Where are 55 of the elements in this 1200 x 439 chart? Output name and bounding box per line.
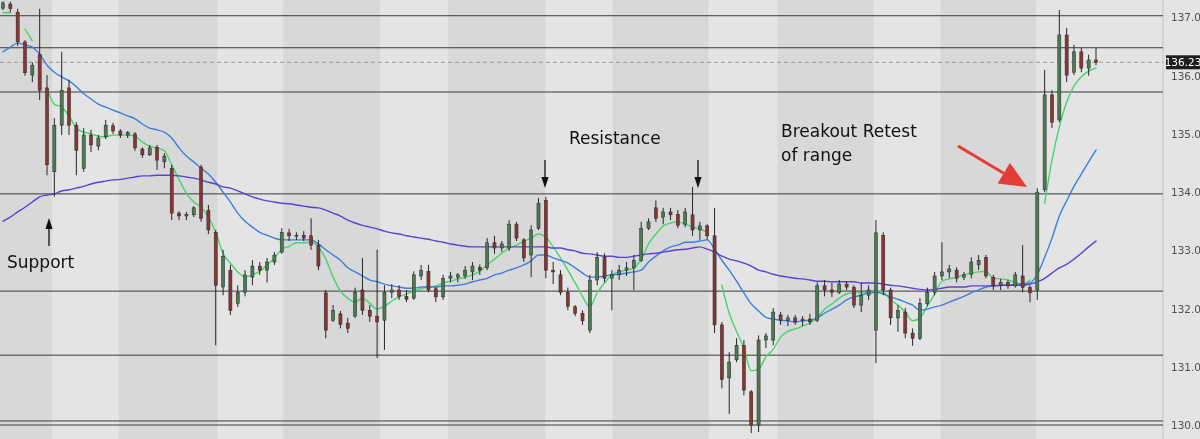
candlestick <box>514 221 519 242</box>
candlestick <box>896 304 900 333</box>
annotation: Breakout Retest of range <box>781 121 918 165</box>
y-tick-label: 134.0 <box>1170 186 1200 199</box>
candlestick <box>1086 54 1091 77</box>
candlestick <box>419 264 423 281</box>
annotation: Resistance <box>569 128 661 148</box>
candlestick <box>1094 47 1098 66</box>
candlestick <box>551 261 555 285</box>
candlestick <box>654 199 658 223</box>
candlestick <box>698 221 702 241</box>
line-series <box>2 174 1097 291</box>
candlestick <box>470 261 475 281</box>
candlestick <box>925 287 930 307</box>
annotation: Support <box>7 252 75 272</box>
candlestick <box>265 257 269 283</box>
candlestick <box>463 265 467 280</box>
candlestick <box>690 186 695 237</box>
candlestick <box>602 252 607 283</box>
candlestick <box>243 269 247 297</box>
candlestick <box>727 351 732 415</box>
candlestick <box>507 219 511 252</box>
candlestick <box>1072 44 1076 76</box>
y-tick-label: 133.0 <box>1170 244 1200 257</box>
candlestick <box>522 237 526 263</box>
y-tick-label: 132.0 <box>1170 302 1200 315</box>
candlestick <box>30 61 35 83</box>
y-tick-label: 135.0 <box>1170 127 1200 140</box>
candlestick <box>558 269 563 296</box>
candlestick <box>764 332 768 349</box>
candlestick <box>103 119 108 140</box>
candlestick <box>903 307 908 339</box>
line-series <box>2 42 1097 323</box>
candlestick <box>235 284 240 308</box>
candlestick <box>250 259 255 286</box>
candlestick <box>683 207 687 228</box>
candlestick <box>426 264 431 293</box>
candlestick <box>566 287 570 311</box>
candlestick <box>397 284 401 301</box>
candlestick <box>492 235 497 255</box>
y-tick-label: 137.0 <box>1170 11 1200 24</box>
candlestick <box>1079 47 1084 73</box>
candlestick <box>595 251 599 286</box>
candlestick <box>412 270 416 301</box>
candlestick <box>279 227 284 255</box>
y-tick-label: 130.0 <box>1170 419 1200 432</box>
candlestick <box>932 271 937 296</box>
candlestick <box>632 254 636 291</box>
candlestick <box>734 337 739 363</box>
candlestick <box>610 269 614 311</box>
y-tick-label: 136.0 <box>1170 69 1200 82</box>
y-tick-label: 131.0 <box>1170 360 1200 373</box>
candlestick <box>89 129 93 153</box>
candlestick <box>676 209 680 229</box>
candlestick <box>441 274 445 301</box>
